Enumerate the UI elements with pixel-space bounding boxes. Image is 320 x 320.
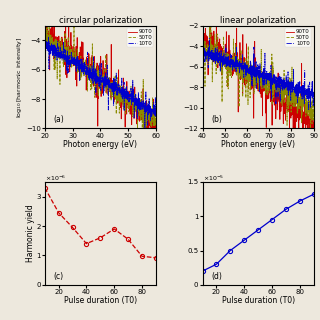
Line: 90T0: 90T0 <box>45 0 156 144</box>
Title: circular polarization: circular polarization <box>59 16 142 25</box>
90T0 <box>50 34 53 37</box>
50T0 <box>230 65 234 69</box>
50T0 <box>248 96 252 100</box>
10T0 <box>312 94 316 98</box>
90T0 <box>152 142 156 146</box>
Title: linear polarization: linear polarization <box>220 16 296 25</box>
Text: (a): (a) <box>54 115 64 124</box>
90T0 <box>312 126 316 130</box>
50T0 <box>139 119 143 123</box>
50T0 <box>280 88 284 92</box>
Text: (d): (d) <box>212 272 222 281</box>
10T0 <box>154 108 158 112</box>
50T0 <box>110 81 114 85</box>
10T0 <box>307 108 311 112</box>
90T0 <box>308 155 312 159</box>
90T0 <box>214 19 218 23</box>
90T0 <box>43 23 47 27</box>
90T0 <box>213 43 217 47</box>
10T0 <box>43 37 47 41</box>
10T0 <box>127 94 131 98</box>
X-axis label: Pulse duration (T0): Pulse duration (T0) <box>64 296 137 305</box>
50T0 <box>297 86 300 90</box>
10T0 <box>110 82 114 86</box>
10T0 <box>108 85 111 89</box>
50T0 <box>312 108 316 112</box>
90T0 <box>284 105 288 109</box>
10T0 <box>284 84 288 88</box>
10T0 <box>297 91 300 95</box>
Y-axis label: Harmonic yield: Harmonic yield <box>26 204 35 262</box>
50T0 <box>45 14 49 18</box>
10T0 <box>114 88 118 92</box>
10T0 <box>280 76 284 80</box>
90T0 <box>297 117 300 121</box>
50T0 <box>127 96 131 100</box>
10T0 <box>248 72 252 76</box>
Text: $\times10^{-5}$: $\times10^{-5}$ <box>203 174 224 183</box>
10T0 <box>213 54 217 58</box>
90T0 <box>280 99 284 103</box>
50T0 <box>136 135 140 139</box>
90T0 <box>139 110 142 114</box>
10T0 <box>201 48 204 52</box>
50T0 <box>114 88 118 92</box>
50T0 <box>154 125 158 129</box>
10T0 <box>207 36 211 40</box>
Y-axis label: $\log_{10}$[harmonic intensity]: $\log_{10}$[harmonic intensity] <box>15 36 24 118</box>
90T0 <box>248 75 252 78</box>
50T0 <box>43 37 47 41</box>
50T0 <box>50 36 54 40</box>
90T0 <box>127 102 131 106</box>
50T0 <box>284 86 288 90</box>
Text: $\times10^{-6}$: $\times10^{-6}$ <box>45 174 66 183</box>
90T0 <box>108 85 111 89</box>
90T0 <box>114 81 118 85</box>
Line: 10T0: 10T0 <box>203 38 314 110</box>
10T0 <box>139 108 142 112</box>
Legend: 90T0, 50T0, 10T0: 90T0, 50T0, 10T0 <box>285 28 311 47</box>
10T0 <box>46 35 50 39</box>
50T0 <box>108 87 111 91</box>
Line: 50T0: 50T0 <box>45 16 156 137</box>
50T0 <box>213 33 217 36</box>
Text: (b): (b) <box>212 115 222 124</box>
50T0 <box>308 129 312 132</box>
90T0 <box>110 81 114 85</box>
10T0 <box>230 53 234 57</box>
10T0 <box>143 127 147 131</box>
Text: (c): (c) <box>54 272 64 281</box>
90T0 <box>230 58 234 62</box>
X-axis label: Photon energy (eV): Photon energy (eV) <box>63 140 137 149</box>
X-axis label: Photon energy (eV): Photon energy (eV) <box>221 140 295 149</box>
Line: 90T0: 90T0 <box>203 21 314 157</box>
10T0 <box>50 44 54 48</box>
50T0 <box>201 37 204 41</box>
90T0 <box>201 31 204 35</box>
50T0 <box>208 21 212 25</box>
Line: 50T0: 50T0 <box>203 23 314 131</box>
Line: 10T0: 10T0 <box>45 37 156 129</box>
X-axis label: Pulse duration (T0): Pulse duration (T0) <box>221 296 295 305</box>
90T0 <box>154 125 158 129</box>
Legend: 90T0, 50T0, 10T0: 90T0, 50T0, 10T0 <box>127 28 153 47</box>
